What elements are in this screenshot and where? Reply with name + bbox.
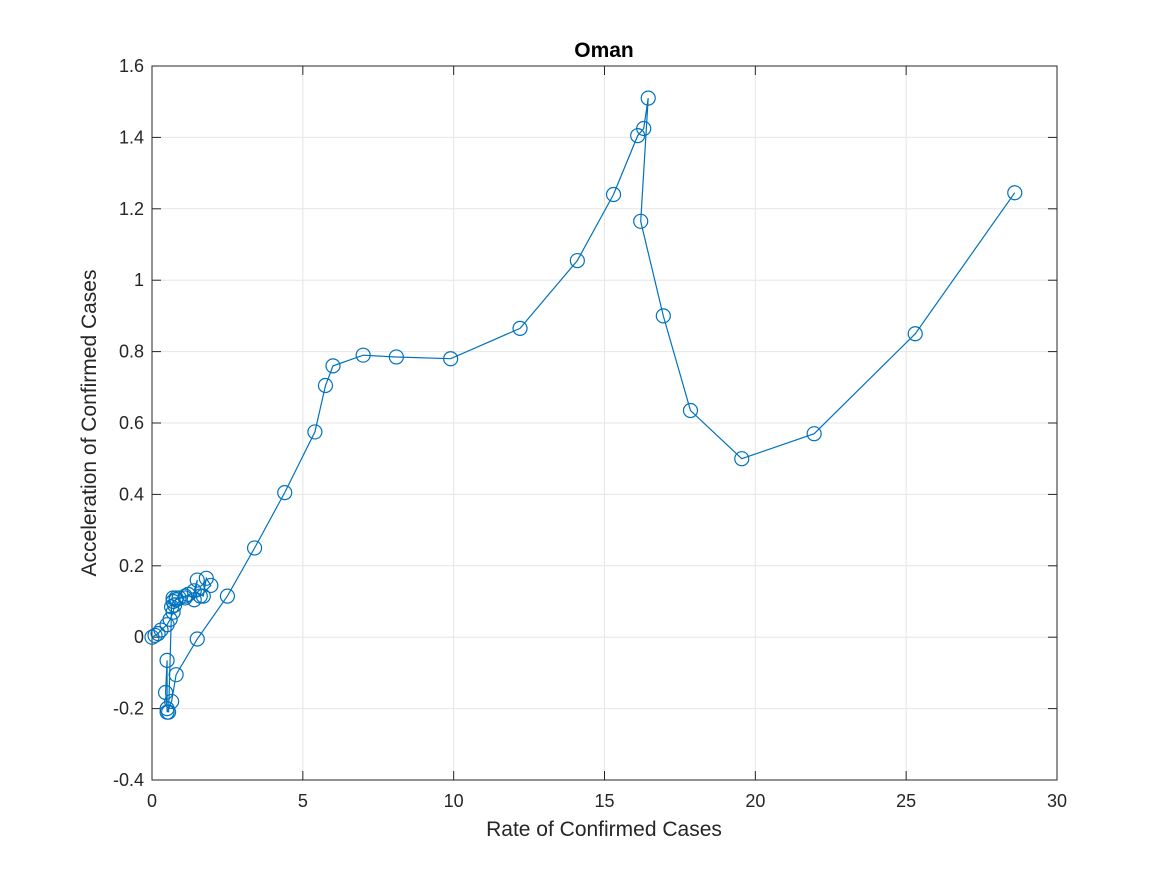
data-point	[655, 308, 671, 324]
data-point	[159, 652, 175, 669]
data-point	[147, 627, 163, 644]
data-point	[443, 351, 459, 367]
data-point	[734, 451, 750, 467]
x-tick-label: 10	[444, 791, 464, 811]
data-point	[162, 611, 178, 627]
data-point	[569, 252, 585, 269]
x-tick-label: 20	[745, 791, 765, 811]
data-point	[325, 358, 341, 374]
y-tick-label: -0.2	[113, 699, 144, 719]
data-point	[150, 626, 166, 642]
data-point	[165, 593, 181, 610]
data-point	[806, 426, 822, 442]
x-tick-label: 30	[1047, 791, 1067, 811]
data-point	[157, 684, 174, 701]
data-point	[307, 424, 323, 440]
y-tick-label: 1.2	[119, 199, 144, 219]
data-point	[164, 599, 180, 615]
data-point	[512, 320, 528, 336]
data-point	[355, 347, 371, 363]
y-tick-label: 0.6	[119, 413, 144, 433]
data-point	[907, 326, 923, 342]
y-tick-label: 0.8	[119, 342, 144, 362]
data-point	[219, 588, 236, 604]
x-tick-label: 5	[298, 791, 308, 811]
data-point	[636, 120, 652, 137]
data-point	[165, 590, 181, 606]
chart-title: Oman	[574, 39, 634, 62]
ticks: 0 5 10 15 20 25 30 -0.4 -0.2 0 0.2 0.4 0.6 0.8 1 1.2 1.4…	[113, 56, 1067, 811]
y-tick-label: 1	[134, 270, 144, 290]
data-point	[1007, 185, 1023, 201]
data-point	[203, 577, 219, 594]
data-point	[164, 693, 180, 710]
y-tick-label: 0	[134, 627, 144, 647]
data-point	[195, 588, 211, 604]
x-tick-label: 25	[896, 791, 916, 811]
data-point	[168, 667, 184, 683]
y-axis-label: Acceleration of Confirmed Cases	[78, 270, 101, 577]
data-point	[277, 485, 293, 501]
data-point	[317, 377, 334, 394]
data-point	[633, 213, 649, 229]
y-tick-label: 1.6	[119, 56, 144, 76]
data-point	[640, 90, 656, 106]
data-point	[189, 631, 205, 647]
series	[144, 90, 1023, 720]
y-tick-label: 0.2	[119, 556, 144, 576]
data-point	[682, 402, 699, 419]
data-point	[153, 622, 169, 638]
data-point	[388, 349, 404, 365]
data-point	[186, 583, 202, 599]
data-point	[605, 186, 622, 203]
y-tick-label: 0.4	[119, 484, 144, 504]
data-point	[159, 704, 175, 720]
y-tick-label: 1.4	[119, 127, 144, 147]
x-tick-label: 0	[147, 791, 157, 811]
x-tick-label: 15	[594, 791, 614, 811]
data-point	[189, 572, 205, 588]
y-tick-label: -0.4	[113, 770, 144, 790]
data-point	[246, 540, 263, 556]
data-point	[192, 588, 208, 604]
x-axis-label: Rate of Confirmed Cases	[486, 818, 722, 841]
